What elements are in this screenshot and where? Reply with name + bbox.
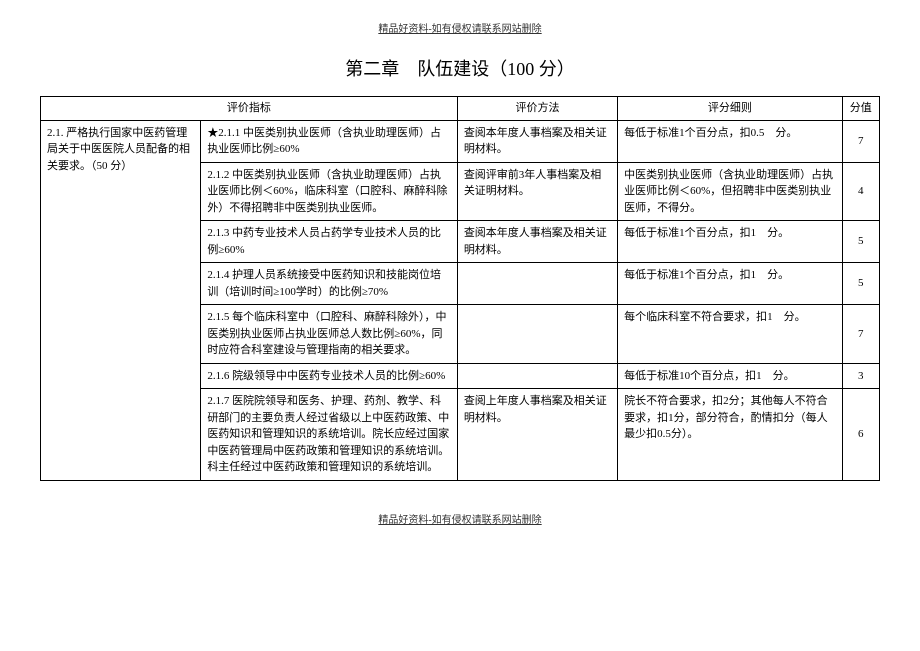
- indicator-cell: 2.1.3 中药专业技术人员占药学专业技术人员的比例≥60%: [201, 221, 458, 263]
- rule-cell: 中医类别执业医师（含执业助理医师）占执业医师比例＜60%，但招聘非中医类别执业医…: [618, 162, 842, 221]
- rule-cell: 每低于标准1个百分点，扣1 分。: [618, 263, 842, 305]
- indicator-cell: 2.1.7 医院院领导和医务、护理、药剂、教学、科研部门的主要负责人经过省级以上…: [201, 389, 458, 481]
- rule-cell: 每个临床科室不符合要求，扣1 分。: [618, 305, 842, 364]
- rule-cell: 每低于标准10个百分点，扣1 分。: [618, 363, 842, 389]
- method-cell: 查阅本年度人事档案及相关证明材料。: [457, 120, 617, 162]
- method-cell: [457, 263, 617, 305]
- rule-cell: 每低于标准1个百分点，扣0.5 分。: [618, 120, 842, 162]
- rule-cell: 院长不符合要求，扣2分；其他每人不符合要求，扣1分，部分符合，酌情扣分（每人最少…: [618, 389, 842, 481]
- indicator-cell: 2.1.2 中医类别执业医师（含执业助理医师）占执业医师比例＜60%，临床科室（…: [201, 162, 458, 221]
- header-indicator: 评价指标: [41, 97, 458, 121]
- header-method: 评价方法: [457, 97, 617, 121]
- method-cell: 查阅本年度人事档案及相关证明材料。: [457, 221, 617, 263]
- score-cell: 3: [842, 363, 879, 389]
- method-cell: 查阅评审前3年人事档案及相关证明材料。: [457, 162, 617, 221]
- evaluation-table: 评价指标 评价方法 评分细则 分值 2.1. 严格执行国家中医药管理局关于中医医…: [40, 96, 880, 481]
- score-cell: 6: [842, 389, 879, 481]
- section-label-cell: 2.1. 严格执行国家中医药管理局关于中医医院人员配备的相关要求。（50 分）: [41, 120, 201, 480]
- table-header-row: 评价指标 评价方法 评分细则 分值: [41, 97, 880, 121]
- rule-cell: 每低于标准1个百分点，扣1 分。: [618, 221, 842, 263]
- indicator-cell: 2.1.6 院级领导中中医药专业技术人员的比例≥60%: [201, 363, 458, 389]
- score-cell: 5: [842, 263, 879, 305]
- score-cell: 7: [842, 305, 879, 364]
- table-row: 2.1. 严格执行国家中医药管理局关于中医医院人员配备的相关要求。（50 分） …: [41, 120, 880, 162]
- score-cell: 5: [842, 221, 879, 263]
- footer-note: 精品好资料-如有侵权请联系网站删除: [40, 511, 880, 526]
- score-cell: 4: [842, 162, 879, 221]
- indicator-cell: 2.1.5 每个临床科室中（口腔科、麻醉科除外），中医类别执业医师占执业医师总人…: [201, 305, 458, 364]
- header-note: 精品好资料-如有侵权请联系网站删除: [40, 20, 880, 35]
- method-cell: 查阅上年度人事档案及相关证明材料。: [457, 389, 617, 481]
- method-cell: [457, 363, 617, 389]
- indicator-cell: ★2.1.1 中医类别执业医师（含执业助理医师）占执业医师比例≥60%: [201, 120, 458, 162]
- method-cell: [457, 305, 617, 364]
- chapter-title: 第二章 队伍建设（100 分）: [40, 55, 880, 81]
- indicator-cell: 2.1.4 护理人员系统接受中医药知识和技能岗位培训（培训时间≥100学时）的比…: [201, 263, 458, 305]
- header-score: 分值: [842, 97, 879, 121]
- score-cell: 7: [842, 120, 879, 162]
- header-rule: 评分细则: [618, 97, 842, 121]
